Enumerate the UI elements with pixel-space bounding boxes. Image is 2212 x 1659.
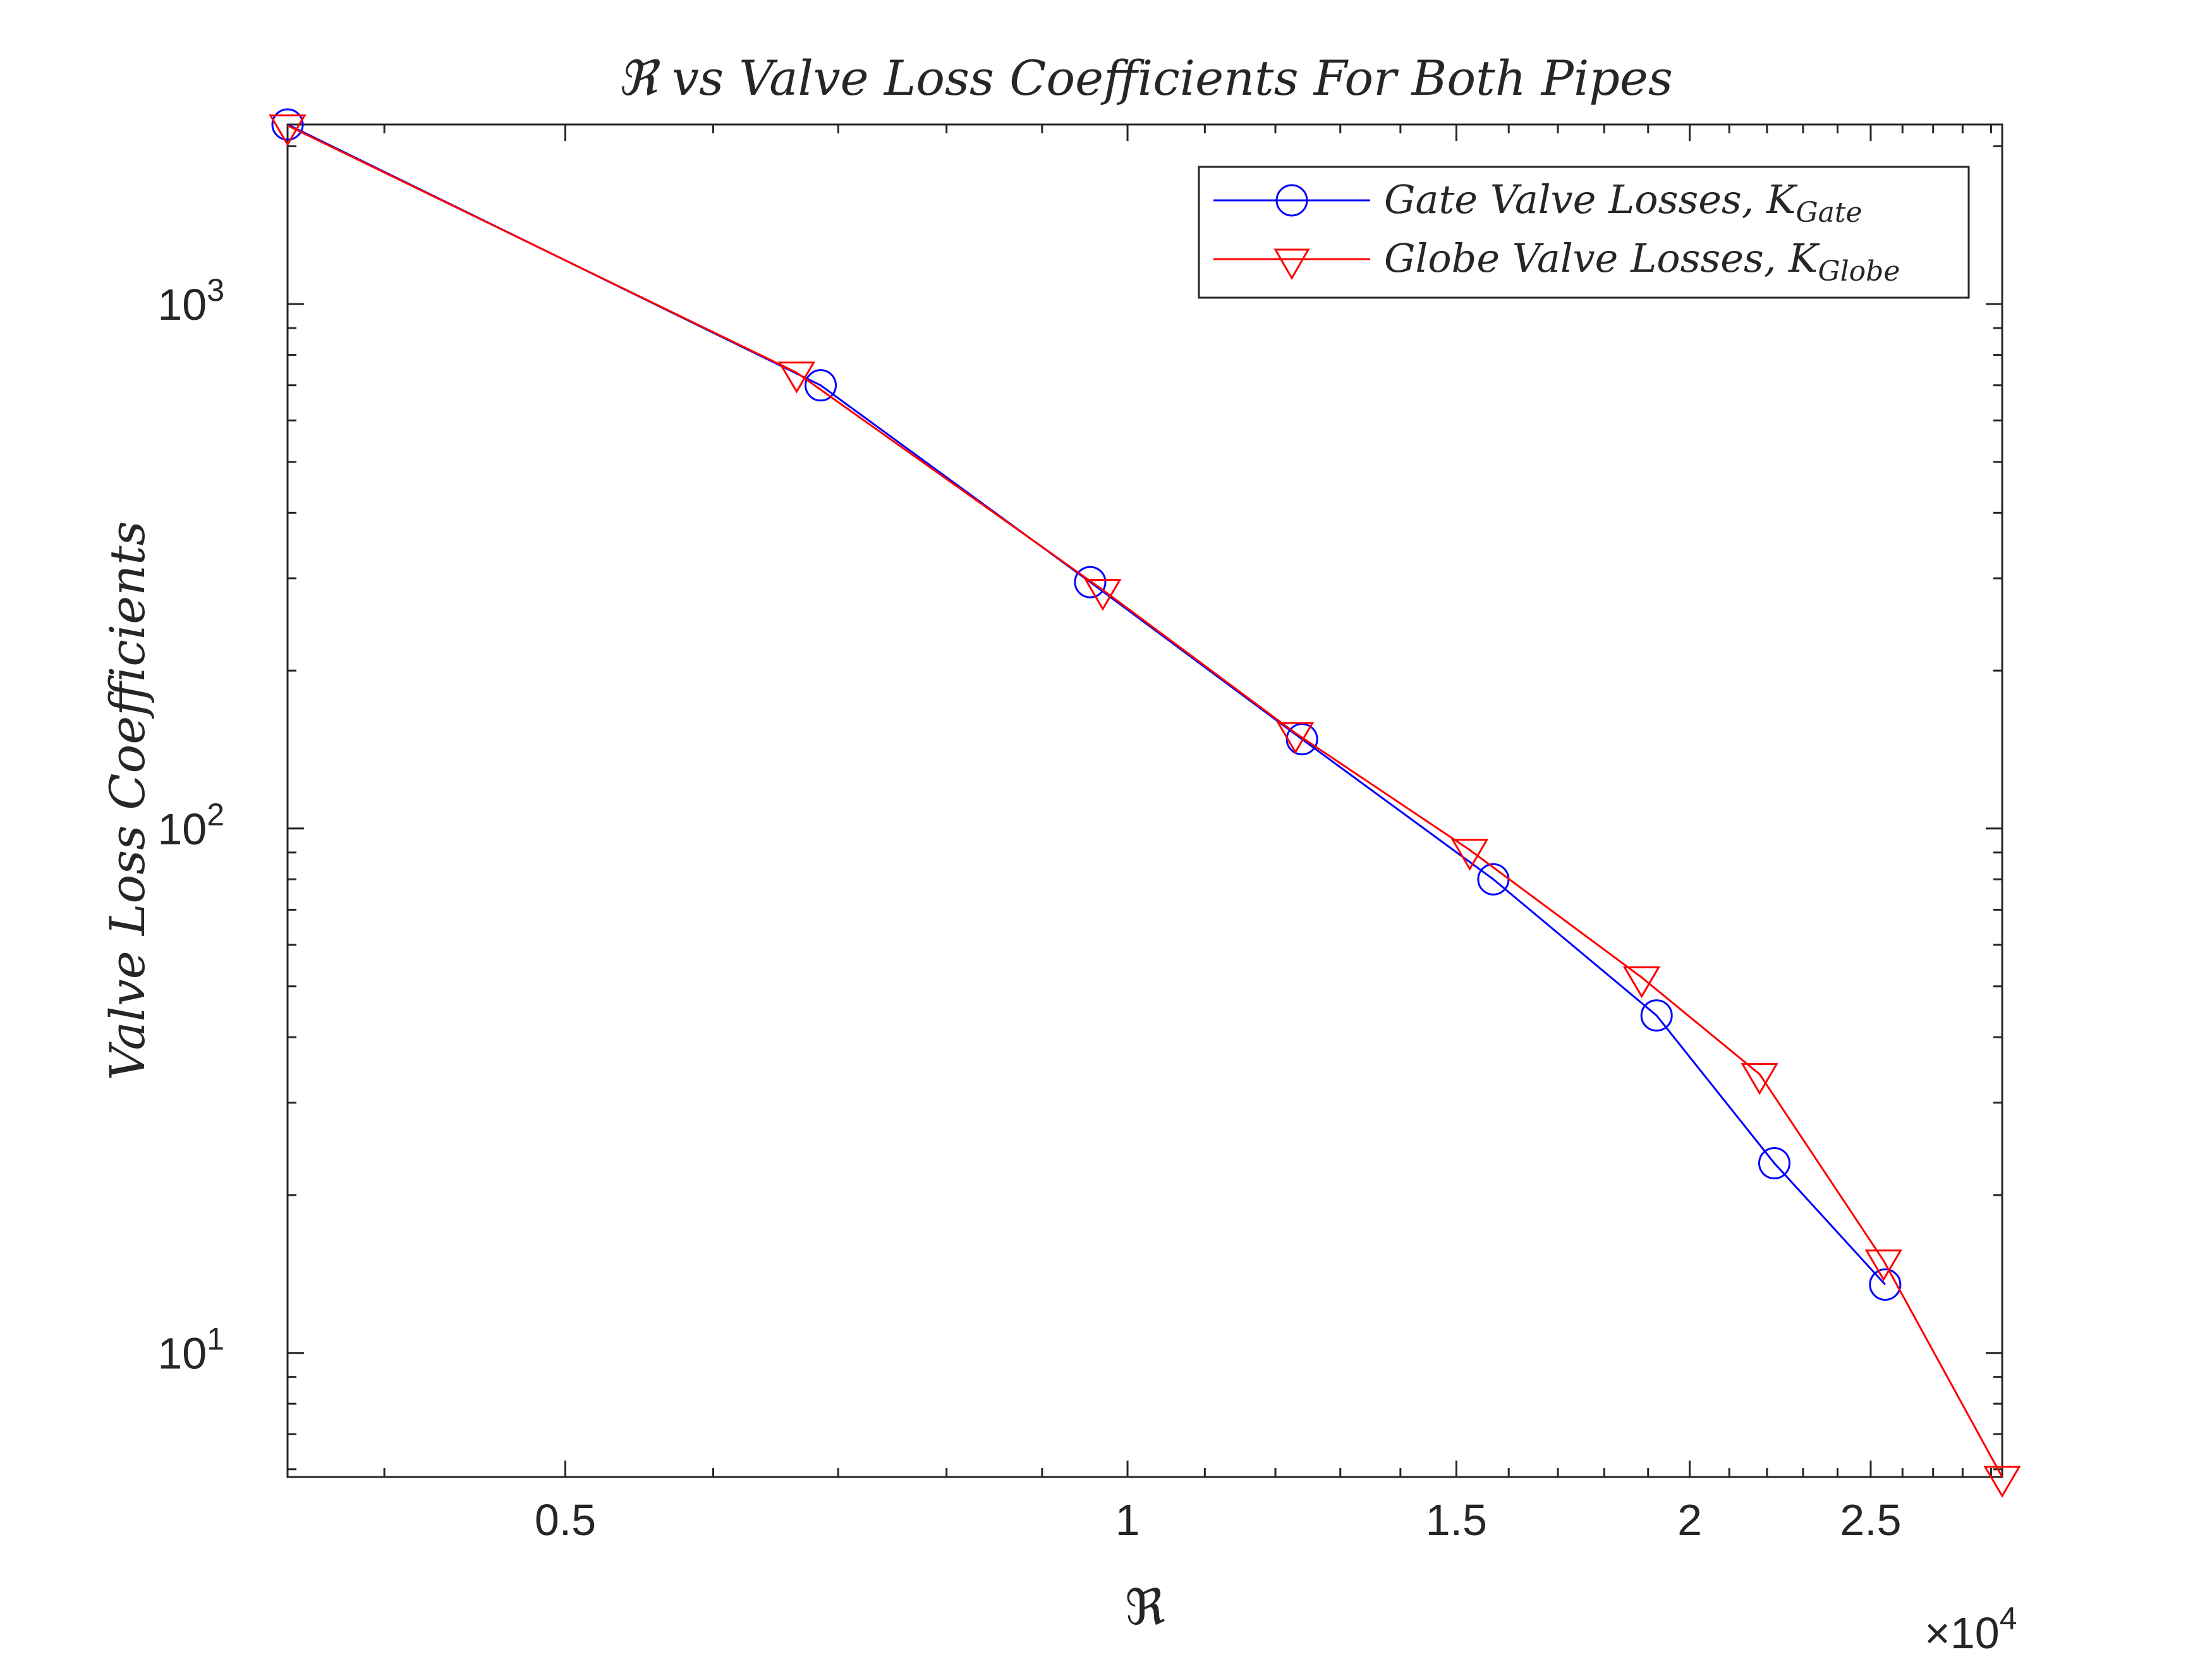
chart-title: ℜ vs Valve Loss Coefficients For Both Pi… — [617, 50, 1673, 106]
series-1-point-5 — [1622, 966, 1661, 999]
x-axis-label: ℜ — [1125, 1579, 1165, 1636]
x-axis-exponent-power: 4 — [2000, 1601, 2017, 1636]
x-tick-label-1: 1 — [1115, 1495, 1140, 1545]
series-1-point-0 — [269, 114, 307, 147]
series-1-point-4 — [1450, 839, 1489, 871]
series-1-point-3 — [1277, 722, 1315, 754]
y-tick-label-power-2: 3 — [207, 272, 224, 308]
series-layer — [269, 108, 2021, 1498]
series-line-1 — [287, 125, 2003, 1478]
legend-label-globe: Globe Valve Losses, KGlobe — [1384, 235, 1900, 288]
legend-entry-globe: Globe Valve Losses, KGlobe — [1213, 235, 1900, 288]
x-tick-label-4: 2.5 — [1840, 1495, 1901, 1545]
legend-box — [1198, 166, 1970, 299]
legend-label-globe-sub: Globe — [1818, 255, 1900, 288]
x-tick-label-2: 1.5 — [1426, 1495, 1487, 1545]
legend-marker-gate — [1275, 184, 1308, 217]
legend-label-gate: Gate Valve Losses, KGate — [1384, 176, 1863, 229]
legend-label-gate-main: Gate Valve Losses, K — [1384, 176, 1798, 222]
series-1-point-7 — [1864, 1249, 1902, 1282]
y-axis-label: Valve Loss Coefficients — [99, 521, 155, 1080]
x-axis-exponent-base: ×10 — [1924, 1608, 2000, 1658]
series-0-point-1 — [805, 369, 837, 402]
series-0-point-6 — [1758, 1147, 1791, 1180]
x-tick-label-3: 2 — [1677, 1495, 1702, 1545]
legend-label-gate-sub: Gate — [1796, 197, 1862, 229]
legend-label-globe-main: Globe Valve Losses, K — [1384, 235, 1820, 281]
y-tick-label-base-2: 10 — [157, 280, 207, 329]
y-tick-label-base-0: 10 — [157, 1329, 207, 1378]
series-line-0 — [287, 123, 1886, 1285]
y-tick-label-power-0: 1 — [207, 1322, 224, 1357]
series-0-point-0 — [271, 108, 304, 141]
y-tick-label-1: 102 — [157, 797, 224, 854]
plot-area — [286, 123, 2003, 1478]
legend-marker-globe — [1273, 248, 1310, 280]
series-1-point-1 — [777, 362, 816, 394]
x-tick-label-0: 0.5 — [535, 1495, 596, 1545]
series-0-point-7 — [1869, 1268, 1902, 1301]
y-tick-label-2: 103 — [157, 272, 224, 329]
series-0-point-5 — [1640, 999, 1673, 1032]
series-0-point-2 — [1074, 566, 1107, 599]
legend: Gate Valve Losses, KGate Globe Valve Los… — [1198, 166, 1970, 299]
y-tick-label-power-1: 2 — [207, 797, 224, 832]
legend-entry-gate: Gate Valve Losses, KGate — [1213, 176, 1863, 229]
ticks-layer — [288, 125, 2002, 1477]
x-axis-exponent: ×104 — [1924, 1601, 2017, 1658]
series-1-point-2 — [1084, 578, 1122, 611]
series-1-point-8 — [1983, 1466, 2021, 1498]
y-tick-label-0: 101 — [157, 1322, 224, 1378]
y-tick-label-base-1: 10 — [157, 805, 207, 854]
series-1-point-6 — [1741, 1063, 1778, 1095]
